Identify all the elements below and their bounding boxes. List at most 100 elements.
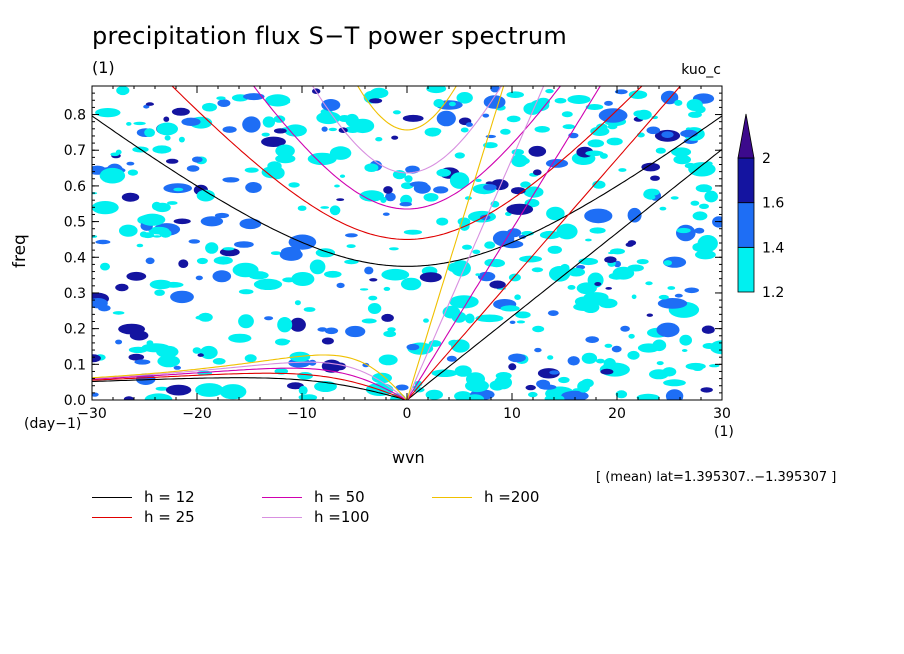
contour-patch (112, 311, 125, 315)
contour-patch (451, 311, 467, 323)
contour-patch (454, 365, 472, 377)
contour-patch (423, 318, 429, 323)
contour-patch (583, 292, 609, 303)
contour-patch (317, 327, 328, 332)
rossby-curve-h200 (92, 354, 408, 400)
contour-patch (596, 358, 605, 364)
contour-patch (92, 392, 99, 397)
contour-patch (129, 330, 149, 341)
contour-patch (273, 128, 287, 134)
contour-patch (663, 260, 672, 266)
legend-swatch (262, 517, 302, 518)
contour-patch (359, 190, 385, 202)
legend-label: h =200 (484, 488, 540, 506)
contour-patch (244, 354, 257, 363)
x-tick-label: −10 (287, 406, 317, 422)
contour-patch (600, 368, 614, 375)
legend-swatch (92, 497, 132, 498)
legend-swatch (262, 497, 302, 498)
contour-patch (700, 387, 713, 393)
title-unit: (1) (92, 58, 115, 77)
contour-patch (156, 122, 178, 136)
contour-patch (361, 318, 377, 324)
contour-patch (222, 126, 237, 133)
contour-patch (273, 115, 286, 123)
contour-patch (163, 281, 184, 288)
contour-patch (345, 325, 366, 338)
x-axis-unit: (1) (714, 424, 734, 440)
contour-patch (518, 234, 527, 239)
contour-patch (404, 175, 413, 183)
contour-patch (534, 347, 542, 353)
contour-patch (329, 146, 352, 160)
contour-patch (585, 238, 592, 242)
kelvin-curve-h200 (406, 86, 505, 400)
contour-patch (385, 192, 396, 202)
contour-patch (451, 260, 471, 277)
contour-patch (391, 135, 399, 140)
contour-patch (673, 154, 691, 165)
contour-patch (656, 322, 680, 338)
contour-patch (383, 330, 397, 338)
contour-patch (587, 139, 605, 148)
contour-patch (449, 295, 479, 309)
contour-patch (585, 150, 604, 157)
contour-patch (92, 354, 101, 363)
contour-patch (641, 162, 660, 172)
ig-curve-h50 (252, 86, 562, 210)
contour-patch (627, 350, 640, 360)
contour-patch (171, 107, 190, 116)
contour-patch (116, 86, 130, 96)
contour-patch (245, 182, 262, 193)
contour-patch (406, 343, 420, 351)
contour-patch (436, 110, 456, 127)
contour-patch (424, 127, 441, 137)
contour-patch (528, 391, 538, 398)
legend-label: h = 50 (314, 488, 365, 506)
contour-patch (694, 227, 705, 234)
legend-label: h =100 (314, 508, 370, 526)
rossby-curve-h100 (92, 361, 408, 400)
y-axis-unit: (day−1) (24, 416, 82, 432)
contour-patch (662, 367, 677, 377)
contour-patch (448, 101, 456, 107)
contour-patch (545, 159, 569, 168)
contour-patch (197, 353, 204, 357)
contour-patch (395, 384, 409, 391)
legend-item-h12: h = 12 (92, 488, 195, 506)
contour-patch (115, 283, 129, 292)
contour-patch (519, 255, 543, 263)
contour-patch (195, 275, 203, 281)
contour-patch (309, 259, 326, 275)
contour-patch (514, 294, 521, 301)
contour-patch (545, 89, 554, 94)
colorbar-label: 1.6 (762, 196, 784, 212)
legend-swatch (432, 497, 472, 498)
contour-patch (127, 169, 138, 176)
legend-item-h100: h =100 (262, 508, 369, 526)
contour-patch (611, 345, 622, 353)
contour-patch (321, 126, 328, 132)
contour-patch (389, 247, 399, 251)
contour-patch (709, 364, 720, 368)
contour-patch (98, 304, 111, 312)
contour-patch (482, 113, 490, 118)
contour-patch (475, 314, 504, 323)
contour-patch (392, 110, 401, 115)
colorbar-segment (737, 246, 755, 293)
contour-patch (628, 90, 648, 99)
contour-patch (261, 132, 270, 137)
contour-patch (663, 379, 686, 387)
contour-patch (655, 147, 666, 154)
contour-patch (547, 310, 559, 316)
contour-patch (567, 285, 576, 290)
contour-patch (165, 384, 192, 396)
contour-patch (298, 385, 308, 395)
contour-patch (636, 393, 660, 400)
contour-patch (144, 393, 173, 400)
contour-patch (329, 205, 341, 216)
contour-patch (558, 376, 570, 384)
contour-patch (680, 129, 698, 138)
contour-patch (585, 336, 599, 343)
contour-patch (308, 359, 317, 366)
